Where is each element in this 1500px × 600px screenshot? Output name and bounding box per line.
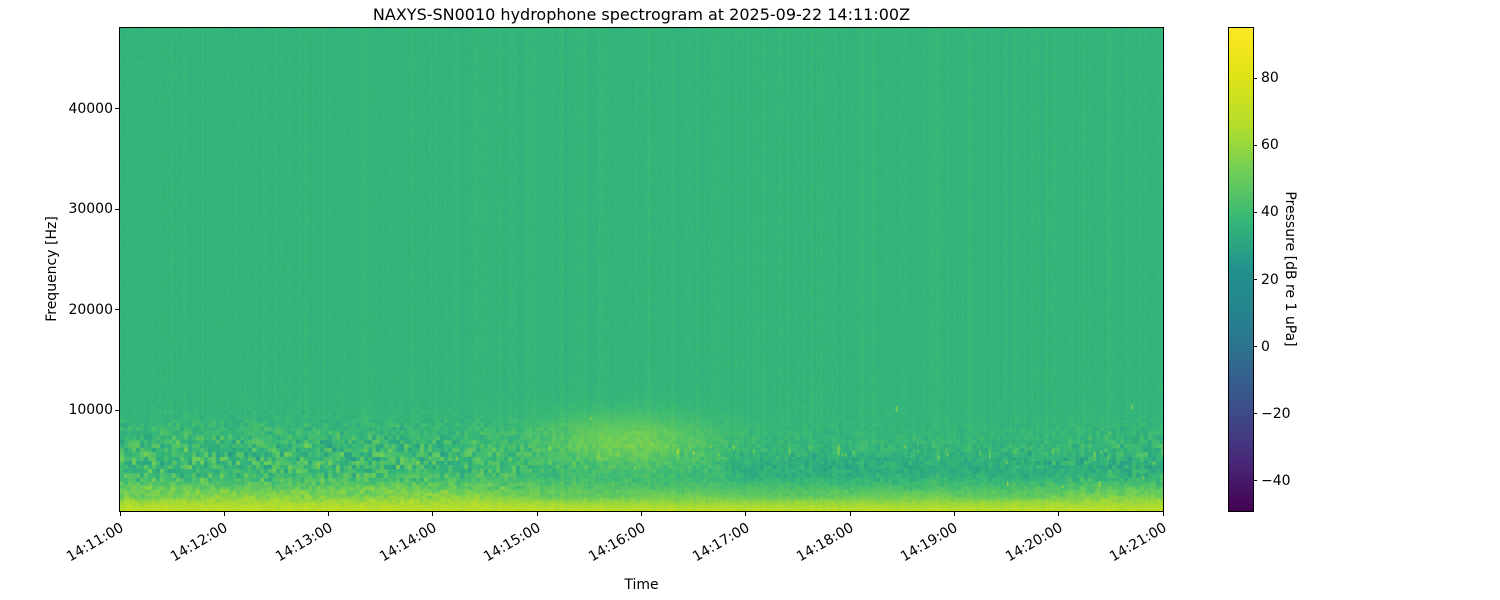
colorbar-tick-mark xyxy=(1253,211,1257,213)
colorbar-tick-label: −20 xyxy=(1261,405,1291,422)
x-tick-mark xyxy=(432,512,434,516)
x-tick-mark xyxy=(745,512,747,516)
colorbar-tick-mark xyxy=(1253,77,1257,79)
colorbar-gradient xyxy=(1229,28,1253,511)
plot-area xyxy=(119,27,1164,512)
x-tick-mark xyxy=(1058,512,1060,516)
colorbar-tick-mark xyxy=(1253,346,1257,348)
x-tick-label: 14:15:00 xyxy=(481,519,544,566)
y-tick-label: 20000 xyxy=(68,301,113,318)
x-tick-mark xyxy=(953,512,955,516)
y-tick-mark xyxy=(115,108,119,109)
spectrogram-image xyxy=(120,28,1163,511)
colorbar-tick-mark xyxy=(1253,413,1257,415)
x-tick-label: 14:18:00 xyxy=(794,519,857,566)
x-tick-mark xyxy=(223,512,225,516)
colorbar-tick-mark xyxy=(1253,279,1257,281)
colorbar-label: Pressure [dB re 1 uPa] xyxy=(1282,191,1298,347)
y-tick-mark xyxy=(115,208,119,210)
colorbar-tick-label: −40 xyxy=(1261,472,1291,489)
x-tick-mark xyxy=(1162,512,1164,516)
y-tick-label: 40000 xyxy=(68,100,113,117)
colorbar-tick-label: 60 xyxy=(1261,137,1279,154)
x-tick-label: 14:12:00 xyxy=(168,519,231,566)
colorbar-tick-mark xyxy=(1253,144,1257,146)
x-tick-mark xyxy=(641,512,642,516)
colorbar-tick-mark xyxy=(1253,480,1257,482)
x-tick-mark xyxy=(536,512,538,516)
x-tick-label: 14:19:00 xyxy=(898,519,961,566)
colorbar-tick-label: 0 xyxy=(1261,338,1270,355)
colorbar xyxy=(1228,27,1254,512)
y-tick-mark xyxy=(115,309,119,311)
x-tick-label: 14:21:00 xyxy=(1107,519,1170,566)
x-tick-label: 14:13:00 xyxy=(272,519,336,566)
x-tick-label: 14:16:00 xyxy=(585,519,648,566)
colorbar-tick-label: 20 xyxy=(1261,271,1279,288)
x-tick-mark xyxy=(328,512,330,516)
y-tick-mark xyxy=(115,409,119,411)
y-tick-label: 30000 xyxy=(68,201,113,218)
x-tick-label: 14:11:00 xyxy=(64,519,127,566)
x-tick-label: 14:17:00 xyxy=(689,519,753,566)
colorbar-tick-label: 40 xyxy=(1261,204,1279,221)
x-tick-mark xyxy=(119,512,121,516)
x-tick-label: 14:20:00 xyxy=(1002,519,1066,566)
chart-title: NAXYS-SN0010 hydrophone spectrogram at 2… xyxy=(372,5,911,24)
y-tick-label: 10000 xyxy=(68,402,113,419)
x-tick-label: 14:14:00 xyxy=(376,519,440,566)
colorbar-tick-label: 80 xyxy=(1261,70,1279,87)
x-axis-label: Time xyxy=(624,577,659,593)
x-tick-mark xyxy=(849,512,851,516)
